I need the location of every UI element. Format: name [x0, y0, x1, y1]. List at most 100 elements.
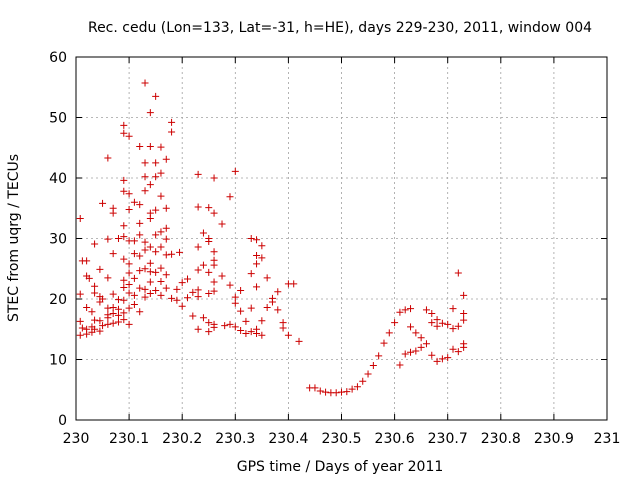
y-tick-label: 60 — [49, 50, 67, 66]
data-point — [146, 109, 154, 117]
data-point — [210, 323, 218, 331]
data-point — [120, 121, 128, 129]
data-point — [152, 287, 160, 295]
data-point — [130, 291, 138, 299]
data-point — [407, 348, 415, 356]
data-point — [184, 275, 192, 283]
data-point — [375, 352, 383, 360]
data-point — [407, 323, 415, 331]
data-point — [253, 260, 261, 268]
data-point — [290, 280, 298, 288]
x-axis: 230 230.1 230.2 230.3 230.4 230.5 230.6 230.7 23… — [63, 57, 620, 447]
data-point — [189, 312, 197, 320]
y-axis: 0 10 20 30 40 50 60 — [49, 50, 607, 429]
data-point — [125, 260, 133, 268]
data-point — [412, 329, 420, 337]
data-point — [380, 339, 388, 347]
data-point — [433, 316, 441, 324]
data-point — [130, 198, 138, 206]
data-point — [422, 306, 430, 314]
data-point — [125, 205, 133, 213]
data-point — [136, 308, 144, 316]
data-point — [226, 320, 234, 328]
data-point — [438, 319, 446, 327]
data-point — [231, 299, 239, 307]
data-point — [247, 328, 255, 336]
data-point — [433, 322, 441, 330]
data-point — [364, 370, 372, 378]
data-point — [99, 322, 107, 330]
data-point — [120, 276, 128, 284]
data-point — [136, 284, 144, 292]
data-point — [104, 320, 112, 328]
data-point — [268, 298, 276, 306]
x-tick-label: 230.6 — [375, 431, 415, 447]
data-point — [444, 320, 452, 328]
data-point — [152, 231, 160, 239]
data-point — [120, 176, 128, 184]
data-point — [83, 257, 91, 265]
data-point — [141, 79, 149, 87]
data-point — [237, 287, 245, 295]
data-point — [194, 170, 202, 178]
data-point — [104, 314, 112, 322]
data-point — [396, 308, 404, 316]
data-point — [168, 128, 176, 136]
x-tick-label: 230.9 — [534, 431, 574, 447]
data-point — [162, 224, 170, 232]
data-point — [168, 294, 176, 302]
data-point — [125, 269, 133, 277]
data-point — [226, 281, 234, 289]
data-point — [136, 143, 144, 151]
data-point — [120, 296, 128, 304]
data-point — [91, 316, 99, 324]
data-point — [109, 209, 117, 217]
x-tick-label: 230.7 — [428, 431, 468, 447]
data-point — [141, 159, 149, 167]
data-point — [114, 318, 122, 326]
data-point — [109, 319, 117, 327]
data-point — [332, 389, 340, 397]
data-point — [205, 204, 213, 212]
data-point — [258, 331, 266, 339]
data-point — [194, 243, 202, 251]
data-point — [231, 293, 239, 301]
data-point — [460, 343, 468, 351]
data-point — [242, 329, 250, 337]
data-point — [284, 331, 292, 339]
data-point — [237, 307, 245, 315]
data-point — [152, 92, 160, 100]
data-point — [125, 320, 133, 328]
x-tick-label: 230.1 — [109, 431, 149, 447]
data-point — [194, 293, 202, 301]
data-point — [76, 290, 84, 298]
x-tick-label: 230 — [63, 431, 90, 447]
data-point — [157, 291, 165, 299]
data-point — [178, 279, 186, 287]
data-point — [258, 242, 266, 250]
x-tick-label: 230.4 — [268, 431, 308, 447]
data-point — [152, 268, 160, 276]
data-point — [194, 266, 202, 274]
data-point — [146, 268, 154, 276]
data-point — [205, 238, 213, 246]
x-tick-label: 230.5 — [321, 431, 361, 447]
data-point — [199, 314, 207, 322]
data-point — [136, 231, 144, 239]
data-point — [184, 294, 192, 302]
data-point — [176, 248, 184, 256]
data-point — [210, 287, 218, 295]
data-point — [359, 377, 367, 385]
data-point — [120, 222, 128, 230]
data-point — [120, 129, 128, 137]
data-point — [369, 362, 377, 370]
data-point — [253, 236, 261, 244]
data-point — [120, 233, 128, 241]
data-point — [99, 295, 107, 303]
data-point — [162, 155, 170, 163]
data-point — [99, 199, 107, 207]
data-point — [247, 270, 255, 278]
data-point — [253, 329, 261, 337]
data-point — [146, 259, 154, 267]
data-point — [205, 319, 213, 327]
